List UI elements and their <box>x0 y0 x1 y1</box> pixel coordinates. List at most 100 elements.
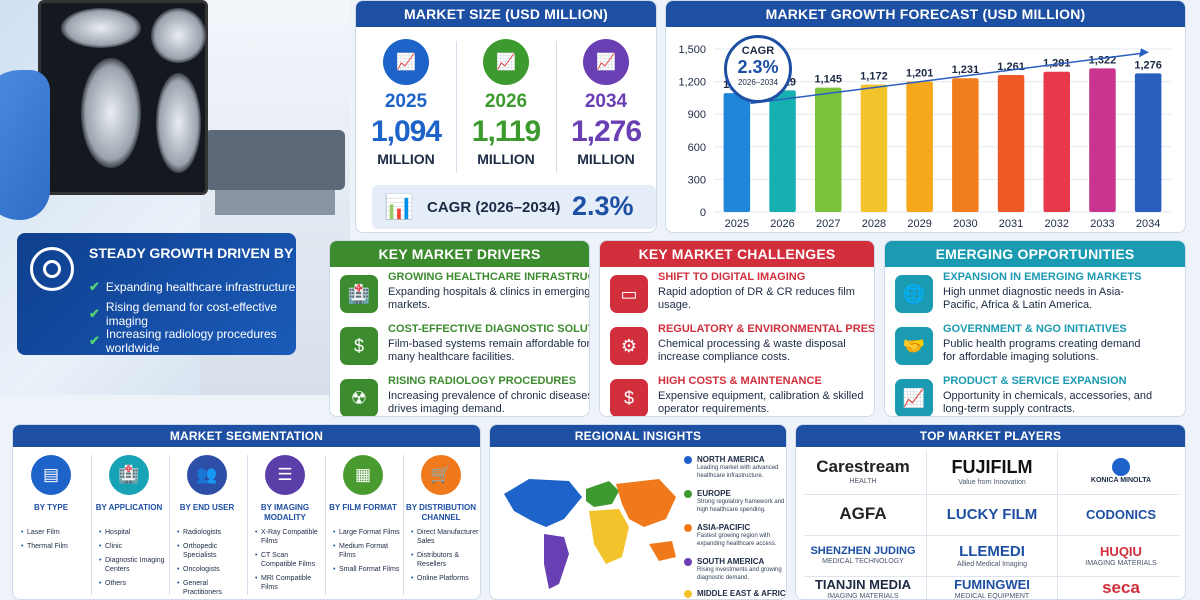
segment-column: 🏥 BY APPLICATION HospitalClinicDiagnosti… <box>91 455 167 593</box>
region-item: MIDDLE EAST & AFRICA <box>684 589 786 598</box>
bar <box>906 81 933 212</box>
bar <box>814 87 842 212</box>
opportunity-item: 🤝 GOVERNMENT & NGO INITIATIVES Public he… <box>895 323 1155 369</box>
x-tick-label: 2030 <box>953 218 977 230</box>
trend-arrow <box>750 52 1142 105</box>
player-logo-carestream: Carestream HEALTH <box>816 457 910 485</box>
region-item: EUROPE Strong regulatory framework and h… <box>684 489 786 514</box>
cart-icon: 🛒 <box>421 455 461 495</box>
growth-chart-icon: 📈 <box>383 39 429 85</box>
cagr-label: CAGR (2026–2034) <box>427 199 561 216</box>
market-size-col: 📈 2034 1,276 MILLION <box>558 39 654 167</box>
data-label: 1,145 <box>814 74 842 86</box>
growth-item: ✔ Increasing radiology procedures worldwi… <box>89 326 277 355</box>
player-logo-tianjin-media: TIANJIN MEDIA IMAGING MATERIALS <box>814 576 912 600</box>
challenge-item: ⚙ REGULATORY & ENVIRONMENTAL PRESSURE Ch… <box>610 323 874 369</box>
player-logo-agfa: AGFA <box>839 504 887 523</box>
opportunities-panel: EMERGING OPPORTUNITIES 🌐 EXPANSION IN EM… <box>884 240 1186 417</box>
world-map <box>504 479 676 589</box>
xray-table <box>215 190 335 215</box>
data-label: 1,231 <box>952 64 980 76</box>
market-size-title: MARKET SIZE (USD MILLION) <box>356 1 656 27</box>
growth-title: STEADY GROWTH DRIVEN BY <box>89 245 294 261</box>
players-title: TOP MARKET PLAYERS <box>796 425 1185 447</box>
check-icon: ✔ <box>89 332 100 348</box>
data-label: 1,261 <box>997 61 1025 73</box>
forecast-chart: 03006009001,2001,5001,09420251,11920261,… <box>678 44 1171 230</box>
regional-panel: REGIONAL INSIGHTS NORTH AMERICA Leading … <box>489 424 787 600</box>
gear-icon: ⚙ <box>610 327 648 365</box>
growth-item: ✔ Rising demand for cost-effective imagin… <box>89 299 278 328</box>
region-item: ASIA-PACIFIC Fastest growing region with… <box>684 523 786 548</box>
check-icon: ✔ <box>89 278 100 294</box>
y-tick-label: 600 <box>688 142 706 154</box>
x-tick-label: 2025 <box>725 218 749 230</box>
data-label: 1,201 <box>906 67 934 79</box>
x-tick-label: 2031 <box>999 218 1023 230</box>
regional-title: REGIONAL INSIGHTS <box>490 425 786 447</box>
y-tick-label: 0 <box>700 207 706 219</box>
growth-chart-icon: 📈 <box>583 39 629 85</box>
check-icon: ✔ <box>89 305 100 321</box>
player-logo-fujifilm: FUJIFILM Value from Innovation <box>951 456 1033 486</box>
users-icon: 👥 <box>187 455 227 495</box>
segment-column: ☰ BY IMAGING MODALITY X-Ray Compatible F… <box>247 455 323 597</box>
player-logo-konica: KONICA MINOLTA <box>1061 451 1181 491</box>
player-logo-llemedi: LLEMEDI Allied Medical Imaging <box>956 542 1028 568</box>
hospital-icon: 🏥 <box>340 275 378 313</box>
market-size-panel: MARKET SIZE (USD MILLION) 📈 2025 1,094 M… <box>355 0 657 233</box>
segment-column: 👥 BY END USER RadiologistsOrthopedic Spe… <box>169 455 245 599</box>
gloved-hand <box>0 70 50 220</box>
y-tick-label: 300 <box>688 174 706 186</box>
data-label: 1,276 <box>1134 59 1162 71</box>
bar <box>860 84 888 212</box>
cagr-circle: CAGR 2.3% 2026–2034 <box>724 35 792 103</box>
hero-image: STEADY GROWTH DRIVEN BY ✔ Expanding healt… <box>0 0 350 395</box>
cagr-strip: 📊 CAGR (2026–2034) 2.3% <box>372 185 656 229</box>
segment-column: ▤ BY TYPE Laser FilmThermal Film <box>13 455 89 556</box>
growth-chart-icon: 📈 <box>483 39 529 85</box>
hospital-icon: 🏥 <box>109 455 149 495</box>
target-icon <box>30 247 74 291</box>
driver-item: ☢ RISING RADIOLOGY PROCEDURES Increasing… <box>340 375 589 416</box>
opportunities-title: EMERGING OPPORTUNITIES <box>885 241 1185 267</box>
bar <box>1134 73 1162 212</box>
region-item: SOUTH AMERICA Rising investments and gro… <box>684 557 786 582</box>
data-label: 1,172 <box>860 71 888 83</box>
segmentation-title: MARKET SEGMENTATION <box>13 425 480 447</box>
bar <box>1089 68 1116 212</box>
driver-item: $ COST-EFFECTIVE DIAGNOSTIC SOLUTION Fil… <box>340 323 589 369</box>
opportunity-item: 🌐 EXPANSION IN EMERGING MARKETS High unm… <box>895 271 1155 317</box>
challenges-title: KEY MARKET CHALLENGES <box>600 241 874 267</box>
growth-drivers-box: STEADY GROWTH DRIVEN BY ✔ Expanding healt… <box>17 233 296 355</box>
bar-chart-icon: 📊 <box>384 194 414 221</box>
drivers-panel: KEY MARKET DRIVERS 🏥 GROWING HEALTHCARE … <box>329 240 590 417</box>
dollar-icon: $ <box>340 327 378 365</box>
handshake-icon: 🤝 <box>895 327 933 365</box>
segment-column: 🛒 BY DISTRIBUTION CHANNEL Direct Manufac… <box>403 455 479 588</box>
x-tick-label: 2029 <box>907 218 931 230</box>
region-item: NORTH AMERICA Leading market with advanc… <box>684 455 786 480</box>
dollar-icon: $ <box>610 379 648 416</box>
cagr-value: 2.3% <box>572 191 634 221</box>
trend-arrow-head <box>1139 48 1149 58</box>
ribcage-icon: ☰ <box>265 455 305 495</box>
y-tick-label: 900 <box>688 109 706 121</box>
segment-column: ▦ BY FILM FORMAT Large Format FilmsMediu… <box>325 455 401 579</box>
growth-item: ✔ Expanding healthcare infrastructure <box>89 278 296 294</box>
player-logo-codonics: CODONICS <box>1085 506 1157 522</box>
forecast-panel: MARKET GROWTH FORECAST (USD MILLION) 0 30… <box>665 0 1186 233</box>
x-tick-label: 2033 <box>1090 218 1114 230</box>
film-icon: ▦ <box>343 455 383 495</box>
x-tick-label: 2034 <box>1136 218 1160 230</box>
challenge-item: ▭ SHIFT TO DIGITAL IMAGING Rapid adoptio… <box>610 271 870 317</box>
globe-icon: 🌐 <box>895 275 933 313</box>
growth-list: ✔ Expanding healthcare infrastructure ✔ Ri… <box>89 273 296 355</box>
layers-icon: ▤ <box>31 455 71 495</box>
bar <box>723 93 751 212</box>
forecast-title: MARKET GROWTH FORECAST (USD MILLION) <box>666 1 1185 27</box>
challenges-panel: KEY MARKET CHALLENGES ▭ SHIFT TO DIGITAL… <box>599 240 875 417</box>
challenge-item: $ HIGH COSTS & MAINTENANCE Expensive equ… <box>610 375 870 416</box>
players-panel: TOP MARKET PLAYERS Carestream HEALTH FUJI… <box>795 424 1186 600</box>
player-logo-lucky-film: LUCKY FILM <box>946 505 1038 523</box>
